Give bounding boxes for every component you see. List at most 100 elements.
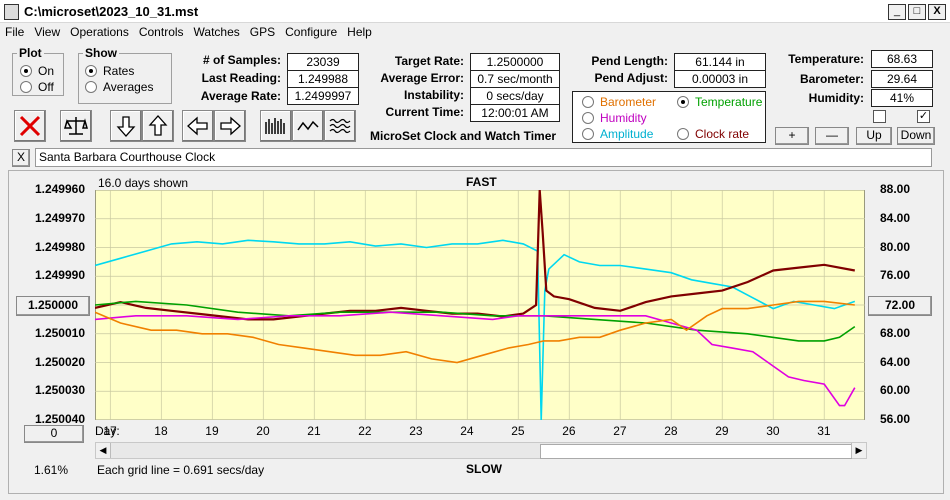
balance-scale-icon bbox=[64, 117, 88, 135]
line-view-button[interactable] bbox=[292, 110, 324, 142]
balance-button[interactable] bbox=[60, 110, 92, 142]
down-arrow-button[interactable] bbox=[110, 110, 142, 142]
barometer-label: Barometer: bbox=[799, 72, 864, 86]
menu-view[interactable]: View bbox=[34, 25, 61, 39]
aux-humidity-radio[interactable]: Humidity bbox=[582, 110, 647, 126]
right-checkbox[interactable]: ✓ bbox=[917, 110, 930, 123]
minimize-button[interactable]: _ bbox=[888, 4, 906, 20]
scale-plus-button[interactable]: + bbox=[775, 127, 809, 145]
right-tick-label: 84.00 bbox=[879, 210, 910, 225]
scale-minus-button[interactable]: — bbox=[815, 127, 849, 145]
show-rates-radio[interactable]: Rates bbox=[85, 63, 134, 79]
humidity-label: Humidity: bbox=[808, 91, 864, 105]
aux-clock-rate-radio[interactable]: Clock rate bbox=[677, 126, 749, 142]
menu-configure[interactable]: Configure bbox=[285, 25, 338, 39]
left-tick-label: 1.249980 bbox=[34, 239, 85, 254]
arrow-up-icon bbox=[148, 115, 168, 136]
right-tick-label: 80.00 bbox=[879, 239, 910, 254]
menu-operations[interactable]: Operations bbox=[70, 25, 129, 39]
day-tick-label: 28 bbox=[664, 424, 678, 438]
plot-off-radio[interactable]: Off bbox=[20, 79, 54, 95]
fast-label: FAST bbox=[466, 175, 497, 189]
clear-clock-name-button[interactable]: X bbox=[12, 149, 30, 167]
pend-adjust-value: 0.00003 in bbox=[674, 70, 766, 88]
red-x-icon bbox=[19, 115, 41, 137]
last-reading-label: Last Reading: bbox=[201, 71, 281, 85]
histogram-view-button[interactable] bbox=[260, 110, 292, 142]
stop-button[interactable] bbox=[14, 110, 46, 142]
clock-name-input[interactable]: Santa Barbara Courthouse Clock bbox=[35, 148, 932, 167]
pend-length-label: Pend Length: bbox=[591, 54, 668, 68]
day-tick-label: 23 bbox=[409, 424, 423, 438]
grid-note: Each grid line = 0.691 secs/day bbox=[97, 463, 265, 477]
right-tick-label: 88.00 bbox=[879, 182, 910, 196]
target-rate-label: Target Rate: bbox=[394, 54, 464, 68]
right-tick-label: 56.00 bbox=[879, 412, 910, 426]
left-arrow-button[interactable] bbox=[182, 110, 214, 142]
menu-controls[interactable]: Controls bbox=[138, 25, 184, 39]
center-rate-button[interactable]: 1.250000 bbox=[16, 296, 90, 316]
samples-value: 23039 bbox=[287, 53, 359, 71]
day-tick-label: 30 bbox=[766, 424, 780, 438]
left-tick-label: 1.249990 bbox=[34, 268, 85, 283]
bars-icon bbox=[265, 118, 285, 134]
day-tick-label: 26 bbox=[562, 424, 576, 438]
current-time-value: 12:00:01 AM bbox=[470, 104, 560, 122]
plot-group: Plot bbox=[12, 46, 64, 96]
left-checkbox[interactable] bbox=[873, 110, 886, 123]
offset-button[interactable]: 0 bbox=[24, 425, 84, 443]
series-barometer bbox=[95, 300, 855, 364]
scroll-thumb[interactable] bbox=[540, 444, 852, 459]
aux-amplitude-radio[interactable]: Amplitude bbox=[582, 126, 653, 142]
scroll-right-icon[interactable]: ▶ bbox=[851, 443, 866, 458]
menu-bar: File View Operations Controls Watches GPS Conf… bbox=[0, 22, 950, 42]
instability-value: 0 secs/day bbox=[470, 87, 560, 105]
left-tick-label: 1.250030 bbox=[34, 383, 85, 398]
close-button[interactable]: X bbox=[928, 4, 946, 20]
aux-select-box bbox=[572, 91, 766, 143]
day-label: Day: bbox=[95, 424, 120, 438]
show-averages-radio[interactable]: Averages bbox=[85, 79, 153, 95]
menu-watches[interactable]: Watches bbox=[193, 25, 240, 39]
menu-help[interactable]: Help bbox=[347, 25, 372, 39]
temperature-value: 68.63 bbox=[871, 50, 933, 68]
graph-scrollbar[interactable]: ◀ ▶ bbox=[95, 442, 867, 459]
samples-label: # of Samples: bbox=[202, 53, 281, 67]
multi-wave-icon bbox=[329, 118, 351, 134]
humidity-value: 41% bbox=[871, 89, 933, 107]
title-bar: C:\microset\2023_10_31.mst _ □ X bbox=[0, 0, 950, 23]
right-arrow-button[interactable] bbox=[214, 110, 246, 142]
right-tick-label: 60.00 bbox=[879, 383, 910, 398]
day-tick-label: 29 bbox=[715, 424, 729, 438]
aux-temperature-radio[interactable]: Temperature bbox=[677, 94, 762, 110]
multi-line-view-button[interactable] bbox=[324, 110, 356, 142]
plot-on-radio[interactable]: On bbox=[20, 63, 54, 79]
avg-error-value: 0.7 sec/month bbox=[470, 70, 560, 88]
day-tick-label: 27 bbox=[613, 424, 627, 438]
day-tick-label: 21 bbox=[307, 424, 321, 438]
right-tick-label: 76.00 bbox=[879, 268, 910, 283]
arrow-left-icon bbox=[187, 116, 208, 136]
day-tick-label: 19 bbox=[205, 424, 219, 438]
scroll-left-icon[interactable]: ◀ bbox=[96, 443, 111, 458]
day-tick-label: 17 bbox=[103, 424, 117, 438]
last-reading-value: 1.249988 bbox=[287, 70, 359, 88]
day-tick-label: 25 bbox=[511, 424, 525, 438]
day-tick-label: 22 bbox=[358, 424, 372, 438]
graph-panel bbox=[8, 170, 944, 494]
avg-rate-label: Average Rate: bbox=[200, 89, 281, 103]
menu-gps[interactable]: GPS bbox=[249, 25, 276, 39]
scale-up-button[interactable]: Up bbox=[856, 127, 892, 145]
menu-file[interactable]: File bbox=[5, 25, 25, 39]
up-arrow-button[interactable] bbox=[142, 110, 174, 142]
left-tick-label: 1.249970 bbox=[34, 210, 85, 225]
target-rate-value: 1.2500000 bbox=[470, 53, 560, 71]
wave-line-icon bbox=[297, 120, 319, 131]
maximize-button[interactable]: □ bbox=[908, 4, 926, 20]
aux-barometer-radio[interactable]: Barometer bbox=[582, 94, 656, 110]
avg-error-label: Average Error: bbox=[380, 71, 464, 85]
series-humidity bbox=[95, 311, 856, 407]
center-aux-button[interactable]: 72.00 bbox=[868, 296, 932, 316]
scale-down-button[interactable]: Down bbox=[897, 127, 935, 145]
day-tick-label: 18 bbox=[154, 424, 168, 438]
